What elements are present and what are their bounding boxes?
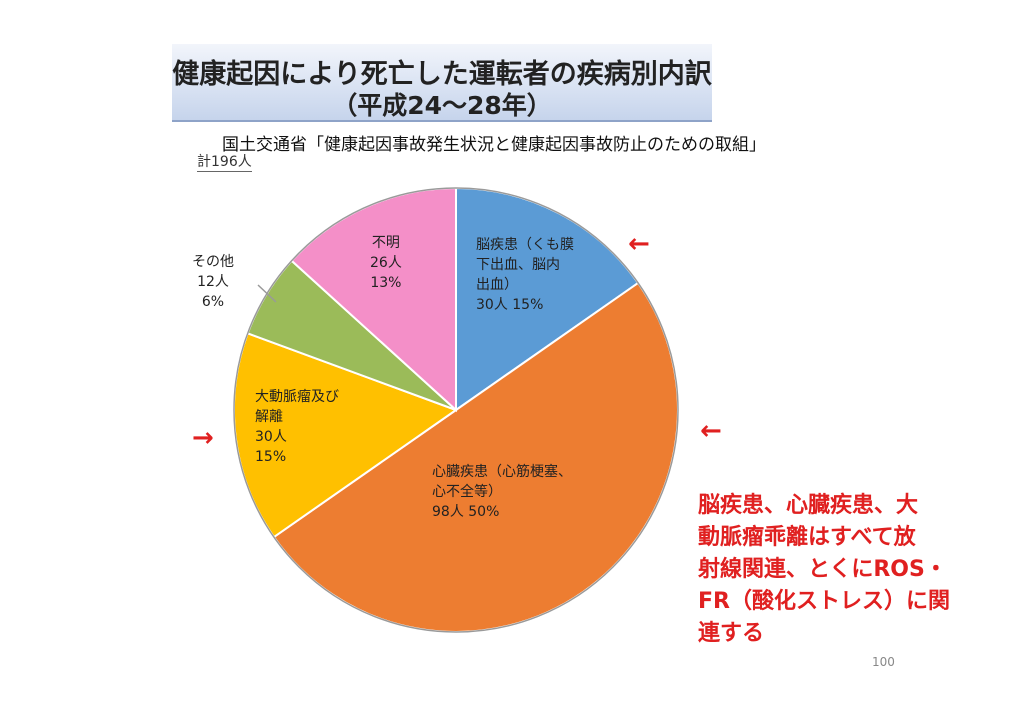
title-banner: 健康起因により死亡した運転者の疾病別内訳 （平成24～28年）: [172, 44, 712, 122]
slice-label-line: 15%: [255, 449, 287, 465]
note-line: 動脈瘤乖離はすべて放: [698, 525, 916, 550]
chart-title: 健康起因により死亡した運転者の疾病別内訳: [172, 59, 712, 90]
pie-outline: [233, 187, 679, 633]
arrow-aorta: →: [192, 423, 214, 453]
annotation-note: 脳疾患、心臓疾患、大 動脈瘤乖離はすべて放 射線関連、とくにROS・ FR（酸化…: [698, 490, 950, 650]
slice-label-line: 心臓疾患（心筋梗塞、: [432, 464, 572, 480]
label-unknown: 不明 26人 13%: [370, 233, 402, 293]
slice-label-line: 下出血、脳内: [476, 257, 560, 273]
slice-label-line: 脳疾患（くも膜: [476, 237, 574, 253]
slice-label-line: 大動脈瘤及び: [255, 389, 339, 405]
note-line: 射線関連、とくにROS・: [698, 557, 947, 582]
note-line: 脳疾患、心臓疾患、大: [698, 493, 919, 518]
slice-label-line: 12人: [197, 274, 229, 290]
slice-label-line: 出血）: [476, 277, 518, 293]
label-other: その他 12人 6%: [192, 252, 234, 312]
total-count: 計196人: [197, 154, 252, 172]
slice-label-line: 解離: [255, 409, 283, 425]
slice-label-line: 6%: [201, 294, 225, 310]
label-aorta: 大動脈瘤及び 解離 30人 15%: [255, 387, 339, 467]
arrow-heart: ←: [700, 416, 722, 446]
slice-label-line: 98人 50%: [432, 504, 500, 520]
slice-label-line: 30人: [255, 429, 287, 445]
label-brain: 脳疾患（くも膜 下出血、脳内 出血） 30人 15%: [476, 235, 574, 315]
source-citation: 国土交通省「健康起因事故発生状況と健康起因事故防止のための取組」: [222, 135, 766, 155]
slice-label-line: 26人: [370, 255, 402, 271]
chart-subtitle: （平成24～28年）: [332, 91, 552, 120]
slice-label-line: 30人 15%: [476, 297, 544, 313]
leader-line-other: [257, 284, 277, 303]
note-line: 連する: [698, 621, 765, 646]
slice-label-line: 不明: [371, 235, 400, 251]
page-number: 100: [872, 655, 895, 669]
arrow-brain: ←: [628, 229, 650, 259]
slice-label-line: 13%: [370, 275, 402, 291]
label-heart: 心臓疾患（心筋梗塞、 心不全等） 98人 50%: [432, 462, 572, 522]
slice-label-line: その他: [192, 254, 234, 270]
note-line: FR（酸化ストレス）に関: [698, 589, 950, 614]
slice-label-line: 心不全等）: [432, 484, 502, 500]
